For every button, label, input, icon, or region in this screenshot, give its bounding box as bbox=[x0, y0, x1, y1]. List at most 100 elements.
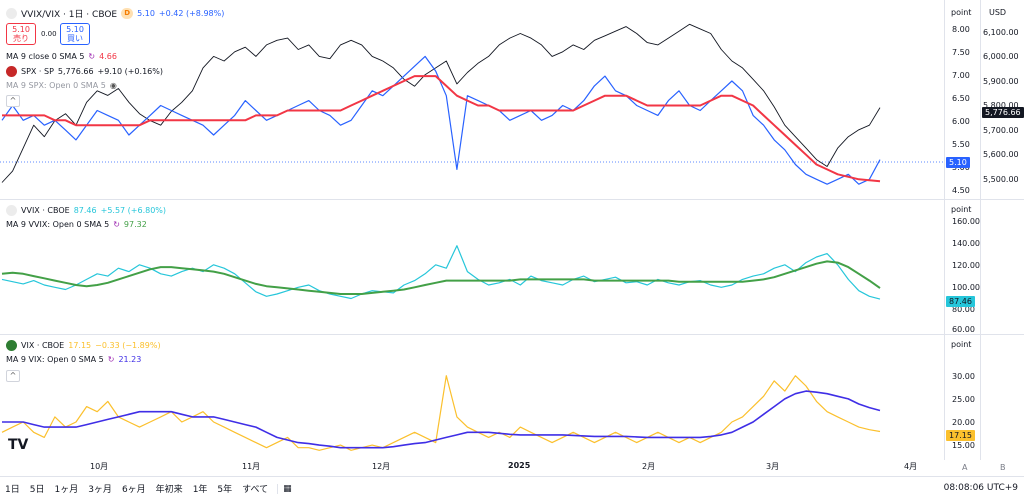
pane1-ma-value: 4.66 bbox=[99, 52, 117, 61]
range-ytd[interactable]: 年初来 bbox=[155, 485, 183, 495]
ratio-line[interactable] bbox=[1, 55, 881, 185]
collapse-legend-button-pane3[interactable]: ^ bbox=[6, 370, 20, 382]
settings-loop-icon[interactable]: ↻ bbox=[113, 220, 120, 229]
usd-axis[interactable]: USD bbox=[980, 0, 1024, 460]
usd-tick: 6,000.00 bbox=[983, 52, 1019, 61]
pane2-ma-label: MA 9 VVIX: Open 0 SMA 5 bbox=[6, 220, 110, 229]
date-range-calendar-icon[interactable]: ▦ bbox=[277, 483, 297, 494]
sell-price: 5.10 bbox=[12, 25, 30, 34]
range-1y[interactable]: 1年 bbox=[192, 485, 208, 495]
vix-ma-line[interactable] bbox=[2, 390, 881, 449]
pane-separator-1[interactable] bbox=[0, 199, 1024, 200]
range-5y[interactable]: 5年 bbox=[217, 485, 233, 495]
pane1-price: 5.10 bbox=[137, 9, 155, 18]
range-3m[interactable]: 3ヶ月 bbox=[88, 485, 112, 495]
pane1-tick: 7.00 bbox=[952, 71, 970, 80]
pane2-ma-row[interactable]: MA 9 VVIX: Open 0 SMA 5 ↻ 97.32 bbox=[6, 220, 147, 229]
range-6m[interactable]: 6ヶ月 bbox=[121, 485, 146, 495]
settings-loop-icon[interactable]: ↻ bbox=[88, 52, 96, 61]
pane-separator-2[interactable] bbox=[0, 334, 1024, 335]
vix-line[interactable] bbox=[1, 375, 881, 451]
chart-canvas[interactable] bbox=[0, 0, 944, 460]
pane3-ma-row[interactable]: MA 9 VIX: Open 0 SMA 5 ↻ 21.23 bbox=[6, 355, 141, 364]
pane1-axis-unit: point bbox=[951, 8, 972, 17]
sell-label: 売り bbox=[13, 34, 29, 43]
log-scale-button[interactable]: B bbox=[1000, 463, 1006, 472]
chart-area[interactable] bbox=[0, 0, 944, 460]
spx-line[interactable] bbox=[1, 23, 881, 183]
pane3-tick: 20.00 bbox=[952, 418, 975, 427]
x-tick: 11月 bbox=[242, 462, 261, 471]
vvix-line[interactable] bbox=[1, 245, 881, 300]
ratio-ma-line[interactable] bbox=[2, 75, 881, 183]
buy-label: 買い bbox=[67, 34, 83, 43]
spx-label: SPX · SP bbox=[21, 67, 54, 76]
pane3-price: 17.15 bbox=[68, 341, 92, 350]
vix-symbol-icon bbox=[6, 340, 17, 351]
usd-axis-unit[interactable]: USD bbox=[989, 8, 1007, 17]
x-tick: 3月 bbox=[766, 462, 780, 471]
spx-price: 5,776.66 bbox=[57, 67, 94, 76]
tradingview-logo[interactable]: TV bbox=[8, 437, 29, 453]
spx-ma-label: MA 9 SPX: Open 0 SMA 5 bbox=[6, 81, 106, 90]
pane3-tick: 30.00 bbox=[952, 372, 975, 381]
x-tick: 10月 bbox=[90, 462, 109, 471]
pane1-last-price-tag: 5.10 bbox=[946, 157, 970, 168]
x-tick: 4月 bbox=[904, 462, 918, 471]
collapse-legend-button[interactable]: ^ bbox=[6, 95, 20, 107]
vvix-ma-line[interactable] bbox=[1, 260, 881, 295]
pane2-ma-value: 97.32 bbox=[123, 220, 147, 229]
pane3-ma-value: 21.23 bbox=[118, 355, 142, 364]
spx-last-price-tag: 5,776.66 bbox=[982, 107, 1024, 118]
pane1-tick: 6.00 bbox=[952, 117, 970, 126]
x-tick: 12月 bbox=[372, 462, 391, 471]
spx-row[interactable]: SPX · SP 5,776.66 +9.10 (+0.16%) bbox=[6, 66, 163, 77]
usd-tick: 5,700.00 bbox=[983, 126, 1019, 135]
usd-tick: 6,100.00 bbox=[983, 28, 1019, 37]
pane2-axis-unit: point bbox=[951, 205, 972, 214]
pane3-last-price-tag: 17.15 bbox=[946, 430, 975, 441]
spread-value: 0.00 bbox=[41, 30, 57, 38]
data-delay-badge[interactable]: D bbox=[121, 8, 134, 19]
clock-time[interactable]: 08:08:06 UTC+9 bbox=[943, 483, 1018, 493]
pane1-tick: 4.50 bbox=[952, 186, 970, 195]
pane2-tick: 80.00 bbox=[952, 305, 975, 314]
range-all[interactable]: すべて bbox=[242, 485, 269, 495]
spx-ma-row[interactable]: MA 9 SPX: Open 0 SMA 5 ◉ bbox=[6, 81, 117, 90]
pane1-tick: 8.00 bbox=[952, 25, 970, 34]
pane1-title-row: VVIX/VIX · 1日 · CBOE D 5.10 +0.42 (+8.98… bbox=[6, 7, 224, 20]
vvix-symbol-icon bbox=[6, 205, 17, 216]
pane2-tick: 60.00 bbox=[952, 325, 975, 334]
pane1-change: +0.42 (+8.98%) bbox=[158, 9, 225, 18]
price-axis[interactable]: point point point bbox=[944, 0, 980, 460]
settings-loop-icon[interactable]: ↻ bbox=[107, 355, 115, 364]
pane2-last-price-tag: 87.46 bbox=[946, 296, 975, 307]
pane2-tick: 160.00 bbox=[952, 217, 980, 226]
pane1-symbol-title[interactable]: VVIX/VIX · 1日 · CBOE bbox=[21, 10, 118, 20]
buy-button[interactable]: 5.10 買い bbox=[60, 23, 90, 45]
spx-change: +9.10 (+0.16%) bbox=[97, 67, 163, 76]
bottom-toolbar: 1日 5日 1ヶ月 3ヶ月 6ヶ月 年初来 1年 5年 すべて ▦ 08:08:… bbox=[0, 476, 1024, 500]
sell-button[interactable]: 5.10 売り bbox=[6, 23, 36, 45]
pane2-price: 87.46 bbox=[73, 206, 97, 215]
pane1-tick: 6.50 bbox=[952, 94, 970, 103]
visibility-eye-icon[interactable]: ◉ bbox=[109, 81, 117, 90]
pane2-tick: 100.00 bbox=[952, 283, 980, 292]
usd-tick: 5,600.00 bbox=[983, 150, 1019, 159]
range-1d[interactable]: 1日 bbox=[5, 485, 20, 495]
pane3-title-row[interactable]: VIX · CBOE 17.15 −0.33 (−1.89%) bbox=[6, 340, 161, 351]
range-1m[interactable]: 1ヶ月 bbox=[54, 485, 79, 495]
pane1-ma-row[interactable]: MA 9 close 0 SMA 5 ↻ 4.66 bbox=[6, 52, 117, 61]
pane3-symbol-title: VIX · CBOE bbox=[21, 341, 65, 350]
buy-price: 5.10 bbox=[66, 25, 84, 34]
pane3-axis-unit: point bbox=[951, 340, 972, 349]
usd-tick: 5,900.00 bbox=[983, 77, 1019, 86]
pane3-change: −0.33 (−1.89%) bbox=[95, 341, 161, 350]
x-tick: 2月 bbox=[642, 462, 656, 471]
spx-logo-icon bbox=[6, 66, 17, 77]
auto-scale-button[interactable]: A bbox=[962, 463, 968, 472]
symbol-icon bbox=[6, 8, 17, 19]
range-5d[interactable]: 5日 bbox=[29, 485, 45, 495]
pane2-title-row[interactable]: VVIX · CBOE 87.46 +5.57 (+6.80%) bbox=[6, 205, 166, 216]
pane2-tick: 140.00 bbox=[952, 239, 980, 248]
